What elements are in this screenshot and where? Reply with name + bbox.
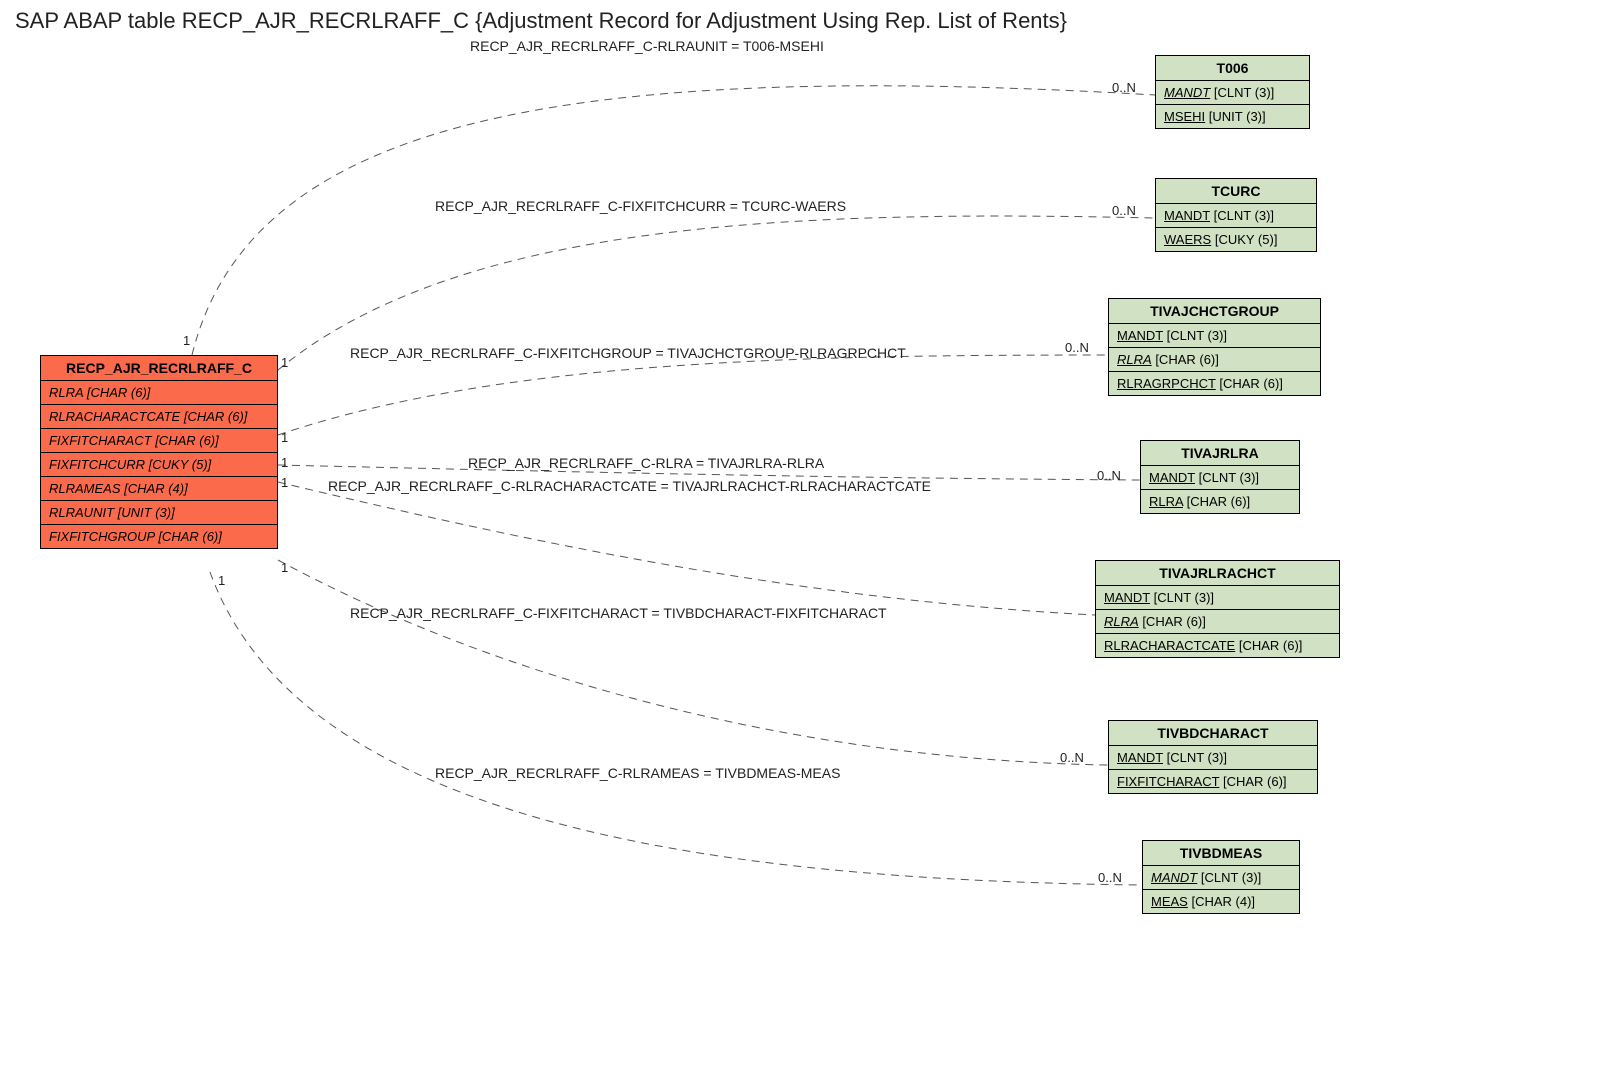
edge-label-e5: RECP_AJR_RECRLRAFF_C-FIXFITCHARACT = TIV… [350, 605, 887, 621]
card-e5-src: 1 [281, 560, 288, 575]
card-e3-dst: 0..N [1065, 340, 1089, 355]
edge-label-e4a: RECP_AJR_RECRLRAFF_C-RLRA = TIVAJRLRA-RL… [468, 455, 824, 471]
edge-e3 [278, 355, 1108, 435]
entity-tivajrlrachct: TIVAJRLRACHCT MANDT [CLNT (3)] RLRA [CHA… [1095, 560, 1340, 658]
entity-tivbdmeas-header: TIVBDMEAS [1143, 841, 1299, 866]
field-t006-mandt: MANDT [CLNT (3)] [1156, 81, 1309, 105]
entity-tivajrlra: TIVAJRLRA MANDT [CLNT (3)] RLRA [CHAR (6… [1140, 440, 1300, 514]
entity-tivbdmeas: TIVBDMEAS MANDT [CLNT (3)] MEAS [CHAR (4… [1142, 840, 1300, 914]
edge-e4b [278, 482, 1095, 615]
entity-tivajrlrachct-header: TIVAJRLRACHCT [1096, 561, 1339, 586]
card-e6-dst: 0..N [1098, 870, 1122, 885]
field-fixfitcharact: FIXFITCHARACT [CHAR (6)] [41, 429, 277, 453]
field-t006-msehi: MSEHI [UNIT (3)] [1156, 105, 1309, 128]
edge-label-e1: RECP_AJR_RECRLRAFF_C-RLRAUNIT = T006-MSE… [470, 38, 824, 54]
card-e4a-src: 1 [281, 455, 288, 470]
entity-source: RECP_AJR_RECRLRAFF_C RLRA [CHAR (6)] RLR… [40, 355, 278, 549]
card-e2-dst: 0..N [1112, 203, 1136, 218]
card-e4b-src: 1 [281, 475, 288, 490]
field-tcurc-waers: WAERS [CUKY (5)] [1156, 228, 1316, 251]
edge-e1 [192, 86, 1155, 355]
field-tivbdmeas-meas: MEAS [CHAR (4)] [1143, 890, 1299, 913]
entity-tivajchctgroup: TIVAJCHCTGROUP MANDT [CLNT (3)] RLRA [CH… [1108, 298, 1321, 396]
entity-tcurc-header: TCURC [1156, 179, 1316, 204]
entity-t006: T006 MANDT [CLNT (3)] MSEHI [UNIT (3)] [1155, 55, 1310, 129]
entity-tivajchctgroup-header: TIVAJCHCTGROUP [1109, 299, 1320, 324]
card-e2-src: 1 [281, 355, 288, 370]
card-e1-dst: 0..N [1112, 80, 1136, 95]
edge-label-e3: RECP_AJR_RECRLRAFF_C-FIXFITCHGROUP = TIV… [350, 345, 906, 361]
edge-label-e6: RECP_AJR_RECRLRAFF_C-RLRAMEAS = TIVBDMEA… [435, 765, 840, 781]
card-e5-dst: 0..N [1060, 750, 1084, 765]
edge-e5 [278, 560, 1108, 765]
entity-tivajrlra-header: TIVAJRLRA [1141, 441, 1299, 466]
entity-source-header: RECP_AJR_RECRLRAFF_C [41, 356, 277, 381]
field-tivbdcharact-mandt: MANDT [CLNT (3)] [1109, 746, 1317, 770]
field-rlracharactcate: RLRACHARACTCATE [CHAR (6)] [41, 405, 277, 429]
field-tivbdmeas-mandt: MANDT [CLNT (3)] [1143, 866, 1299, 890]
field-tivajrlrachct-rlra: RLRA [CHAR (6)] [1096, 610, 1339, 634]
edge-label-e2: RECP_AJR_RECRLRAFF_C-FIXFITCHCURR = TCUR… [435, 198, 846, 214]
field-rlra: RLRA [CHAR (6)] [41, 381, 277, 405]
card-e6-src: 1 [218, 573, 225, 588]
edge-label-e4b: RECP_AJR_RECRLRAFF_C-RLRACHARACTCATE = T… [328, 478, 931, 494]
field-tivbdcharact-fixfitcharact: FIXFITCHARACT [CHAR (6)] [1109, 770, 1317, 793]
entity-t006-header: T006 [1156, 56, 1309, 81]
entity-tcurc: TCURC MANDT [CLNT (3)] WAERS [CUKY (5)] [1155, 178, 1317, 252]
field-tivajrlra-rlra: RLRA [CHAR (6)] [1141, 490, 1299, 513]
card-e4a-dst: 0..N [1097, 468, 1121, 483]
field-tivajrlrachct-rlracharactcate: RLRACHARACTCATE [CHAR (6)] [1096, 634, 1339, 657]
field-rlrameas: RLRAMEAS [CHAR (4)] [41, 477, 277, 501]
field-tivajrlrachct-mandt: MANDT [CLNT (3)] [1096, 586, 1339, 610]
field-tivajchctgroup-rlragrpchct: RLRAGRPCHCT [CHAR (6)] [1109, 372, 1320, 395]
field-fixfitchgroup: FIXFITCHGROUP [CHAR (6)] [41, 525, 277, 548]
field-tivajchctgroup-rlra: RLRA [CHAR (6)] [1109, 348, 1320, 372]
field-tivajchctgroup-mandt: MANDT [CLNT (3)] [1109, 324, 1320, 348]
field-tivajrlra-mandt: MANDT [CLNT (3)] [1141, 466, 1299, 490]
card-e3-src: 1 [281, 430, 288, 445]
field-tcurc-mandt: MANDT [CLNT (3)] [1156, 204, 1316, 228]
card-e1-src: 1 [183, 333, 190, 348]
field-fixfitchcurr: FIXFITCHCURR [CUKY (5)] [41, 453, 277, 477]
field-rlraunit: RLRAUNIT [UNIT (3)] [41, 501, 277, 525]
page-title: SAP ABAP table RECP_AJR_RECRLRAFF_C {Adj… [15, 8, 1067, 34]
entity-tivbdcharact-header: TIVBDCHARACT [1109, 721, 1317, 746]
entity-tivbdcharact: TIVBDCHARACT MANDT [CLNT (3)] FIXFITCHAR… [1108, 720, 1318, 794]
